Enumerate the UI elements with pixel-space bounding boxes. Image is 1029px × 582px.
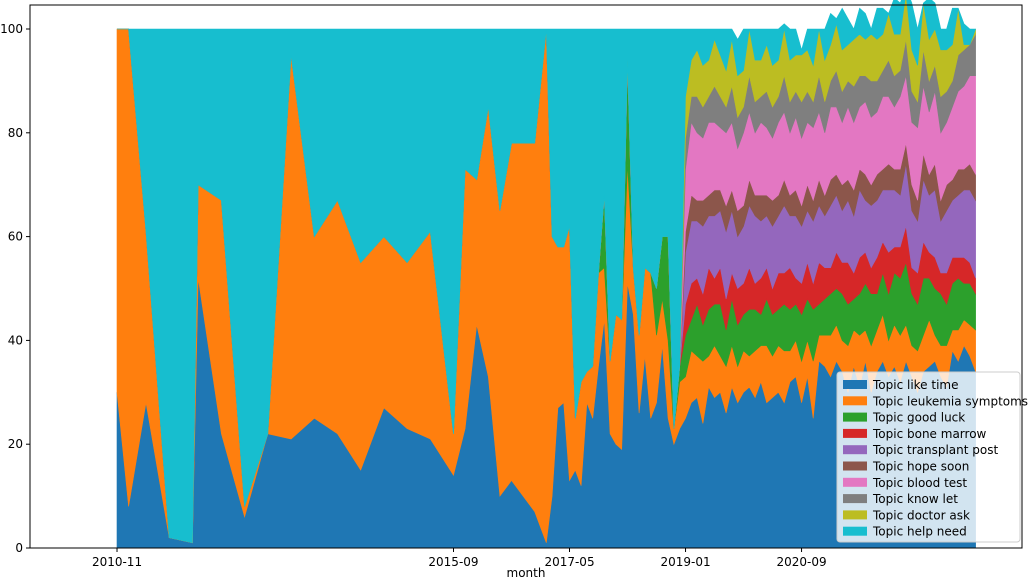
legend-label: Topic like time xyxy=(872,378,959,392)
legend-label: Topic transplant post xyxy=(872,443,998,457)
legend-swatch xyxy=(843,477,867,487)
legend-swatch xyxy=(843,445,867,455)
y-tick-label: 20 xyxy=(8,437,23,451)
legend-label: Topic leukemia symptoms xyxy=(872,394,1028,408)
y-tick-label: 0 xyxy=(15,541,23,555)
legend-label: Topic help need xyxy=(872,525,967,539)
y-axis: 0 20 40 60 80 100 xyxy=(0,22,30,555)
legend-swatch xyxy=(843,461,867,471)
plot-frame xyxy=(29,4,1023,549)
legend-label: Topic know let xyxy=(872,492,958,506)
legend-label: Topic doctor ask xyxy=(872,508,970,522)
legend-label: Topic good luck xyxy=(872,411,965,425)
y-tick-label: 80 xyxy=(8,126,23,140)
area-series-group xyxy=(116,0,977,549)
legend: Topic like time Topic leukemia symptoms To… xyxy=(836,371,1028,543)
legend-swatch xyxy=(843,510,867,520)
legend-box xyxy=(836,371,1021,543)
y-tick-label: 100 xyxy=(0,22,23,36)
legend-label: Topic hope soon xyxy=(872,460,969,474)
legend-swatch xyxy=(843,412,867,422)
legend-swatch xyxy=(843,396,867,406)
legend-swatch xyxy=(843,526,867,536)
area-topic-help-need xyxy=(117,0,977,544)
x-tick-label: 2015-09 xyxy=(428,555,478,569)
legend-label: Topic blood test xyxy=(872,476,967,490)
legend-swatch xyxy=(843,380,867,389)
x-tick-label: 2020-09 xyxy=(776,555,826,569)
x-axis: 2010-11 2015-09 2017-05 2019-01 2020-09 xyxy=(92,548,827,569)
x-tick-label: 2010-11 xyxy=(92,555,142,569)
legend-label: Topic bone marrow xyxy=(872,427,987,441)
x-tick-label: 2017-05 xyxy=(544,555,594,569)
y-tick-label: 60 xyxy=(8,230,23,244)
x-axis-label: month xyxy=(507,566,546,580)
x-tick-label: 2019-01 xyxy=(660,555,710,569)
legend-swatch xyxy=(843,494,867,504)
legend-swatch xyxy=(843,428,867,438)
y-tick-label: 40 xyxy=(8,333,23,347)
